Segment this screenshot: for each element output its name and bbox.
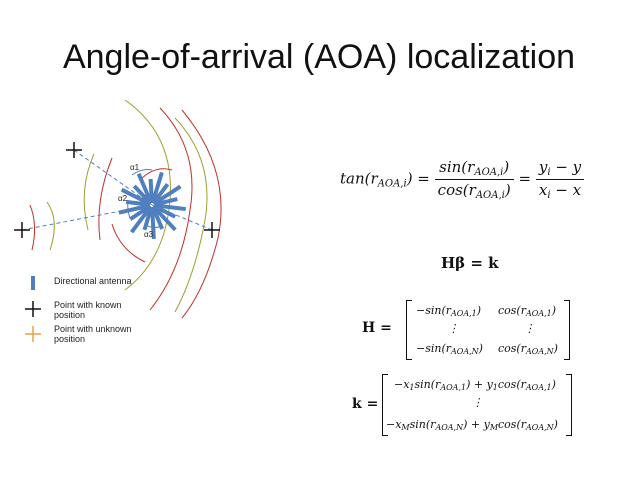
bearing-line [151,204,213,231]
antenna-spoke [153,203,186,212]
wave-arc [174,117,208,313]
wave-arc [149,107,193,311]
legend-label: Point with known position [54,300,122,320]
legend-label: Directional antenna [54,276,132,286]
wave-arc [181,109,222,319]
wave-arc [98,157,113,241]
unknown-point-icon [25,326,41,342]
angle-label: α3 [144,230,154,239]
antenna-spoke [152,184,182,206]
bearing-line [21,204,153,231]
linear-system-equation: Hβ = k [441,254,499,272]
antenna-spoke [150,171,164,204]
k-vector: k = −x1sin(rAOA,1) + y1cos(rAOA,1) ⋮ −xM… [352,372,582,436]
known-point-icon [204,222,220,238]
angle-label: α1 [130,163,140,172]
h-matrix: H = −sin(rAOA,1) cos(rAOA,1) ⋮ ⋮ −sin(rA… [362,298,577,360]
slide-title: Angle-of-arrival (AOA) localization [62,38,576,76]
antenna-spoke [118,203,151,215]
angle-arc [131,169,153,176]
antenna-spoke [132,184,153,205]
antenna-spoke [151,183,170,205]
known-point-icon [66,142,82,158]
known-point-icon [25,301,41,317]
wave-arc [46,201,55,251]
antenna-spoke [153,197,178,207]
known-point-icon [14,222,30,238]
wavefront-arcs [29,99,222,319]
wave-arc [139,168,173,181]
bearing-line [73,149,153,206]
antenna-spoke [148,178,154,204]
angle-label: α2 [118,194,128,203]
antenna-spoke [129,205,153,234]
antenna-spoke [120,187,152,206]
directional-antenna-burst [118,171,186,240]
wave-arc [111,223,146,263]
antenna-spoke [142,206,154,231]
directional-antenna-icon [31,276,35,290]
antenna-spoke [150,206,156,240]
aoa-tangent-equation: tan(rAOA,i) = sin(rAOA,i) cos(rAOA,i) = … [340,158,585,201]
antenna-spoke [125,199,151,207]
bearing-lines [21,149,213,231]
antenna-spoke [129,204,152,221]
antenna-spoke [150,206,165,230]
antenna-spoke [151,205,177,232]
legend-icons [25,276,41,342]
antenna-spoke [152,204,177,219]
known-points [14,142,220,238]
antenna-spoke [136,172,154,204]
wave-arc [29,204,36,251]
legend-label: Point with unknown position [54,324,132,344]
wave-arc [83,153,95,231]
